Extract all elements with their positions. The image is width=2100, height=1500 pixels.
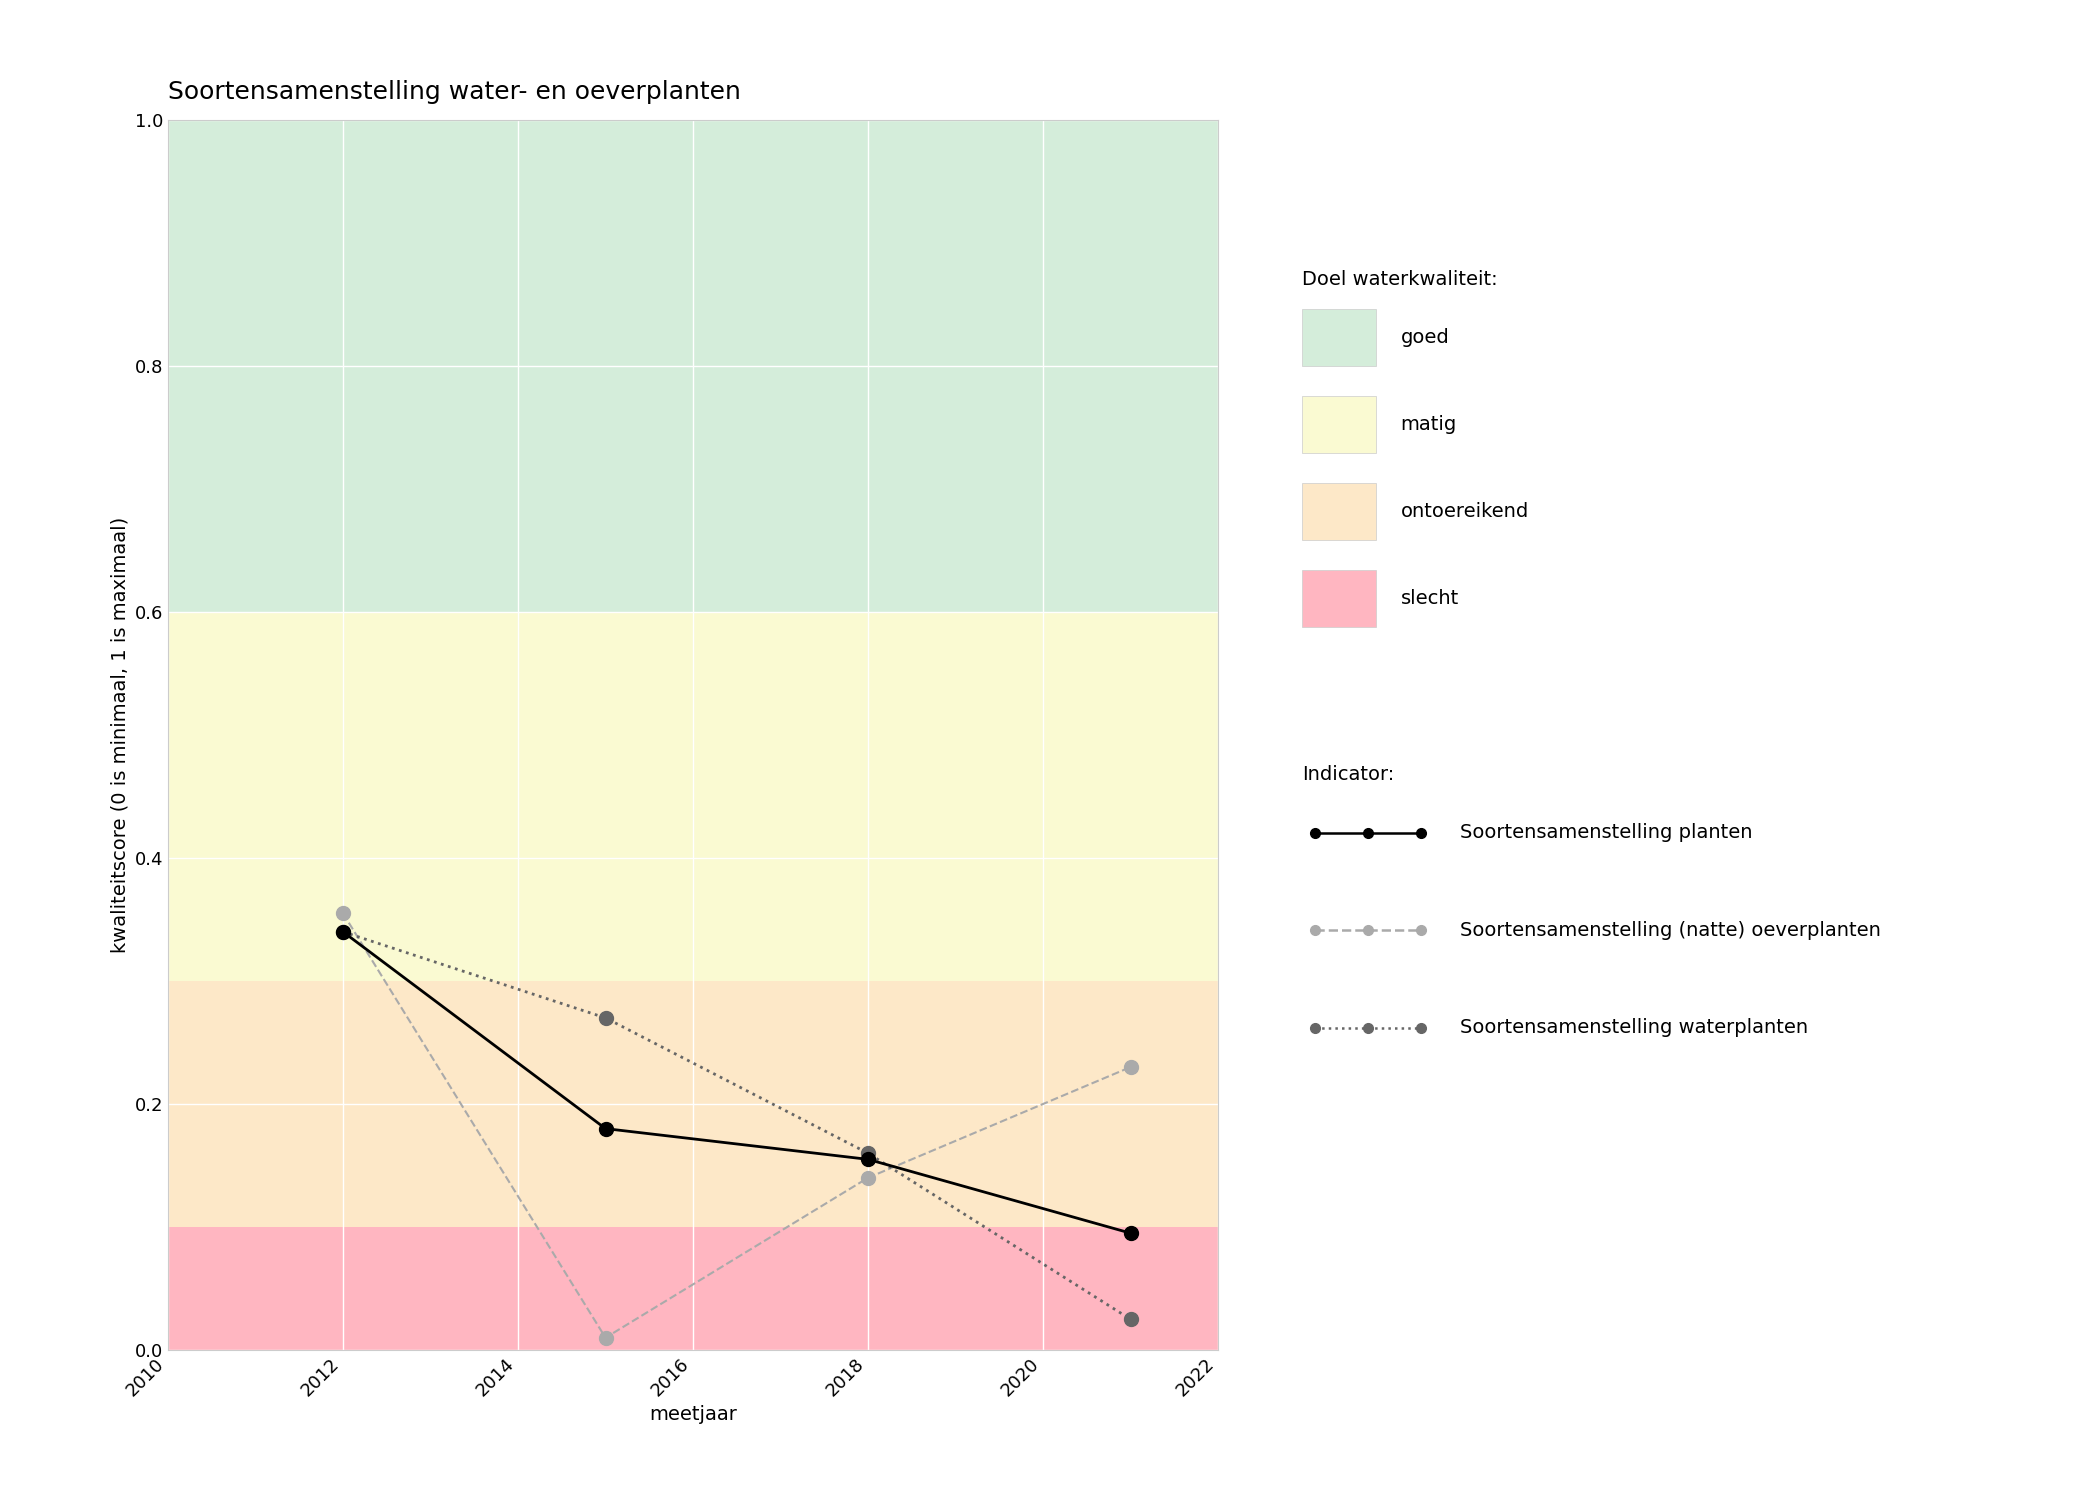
Bar: [168, 981, 1218, 1227]
Text: matig: matig: [1401, 416, 1457, 434]
Y-axis label: kwaliteitscore (0 is minimaal, 1 is maximaal): kwaliteitscore (0 is minimaal, 1 is maxi…: [109, 518, 128, 952]
Text: Soortensamenstelling planten: Soortensamenstelling planten: [1460, 824, 1751, 842]
Text: Soortensamenstelling (natte) oeverplanten: Soortensamenstelling (natte) oeverplante…: [1460, 921, 1880, 939]
Bar: [168, 1227, 1218, 1350]
Bar: [168, 612, 1218, 981]
Text: Soortensamenstelling waterplanten: Soortensamenstelling waterplanten: [1460, 1019, 1808, 1036]
Bar: [168, 120, 1218, 612]
Text: goed: goed: [1401, 328, 1449, 346]
X-axis label: meetjaar: meetjaar: [649, 1406, 737, 1425]
Text: ontoereikend: ontoereikend: [1401, 503, 1529, 520]
Text: Doel waterkwaliteit:: Doel waterkwaliteit:: [1302, 270, 1497, 290]
Text: slecht: slecht: [1401, 590, 1459, 608]
Text: Indicator:: Indicator:: [1302, 765, 1394, 784]
Text: Soortensamenstelling water- en oeverplanten: Soortensamenstelling water- en oeverplan…: [168, 80, 741, 104]
